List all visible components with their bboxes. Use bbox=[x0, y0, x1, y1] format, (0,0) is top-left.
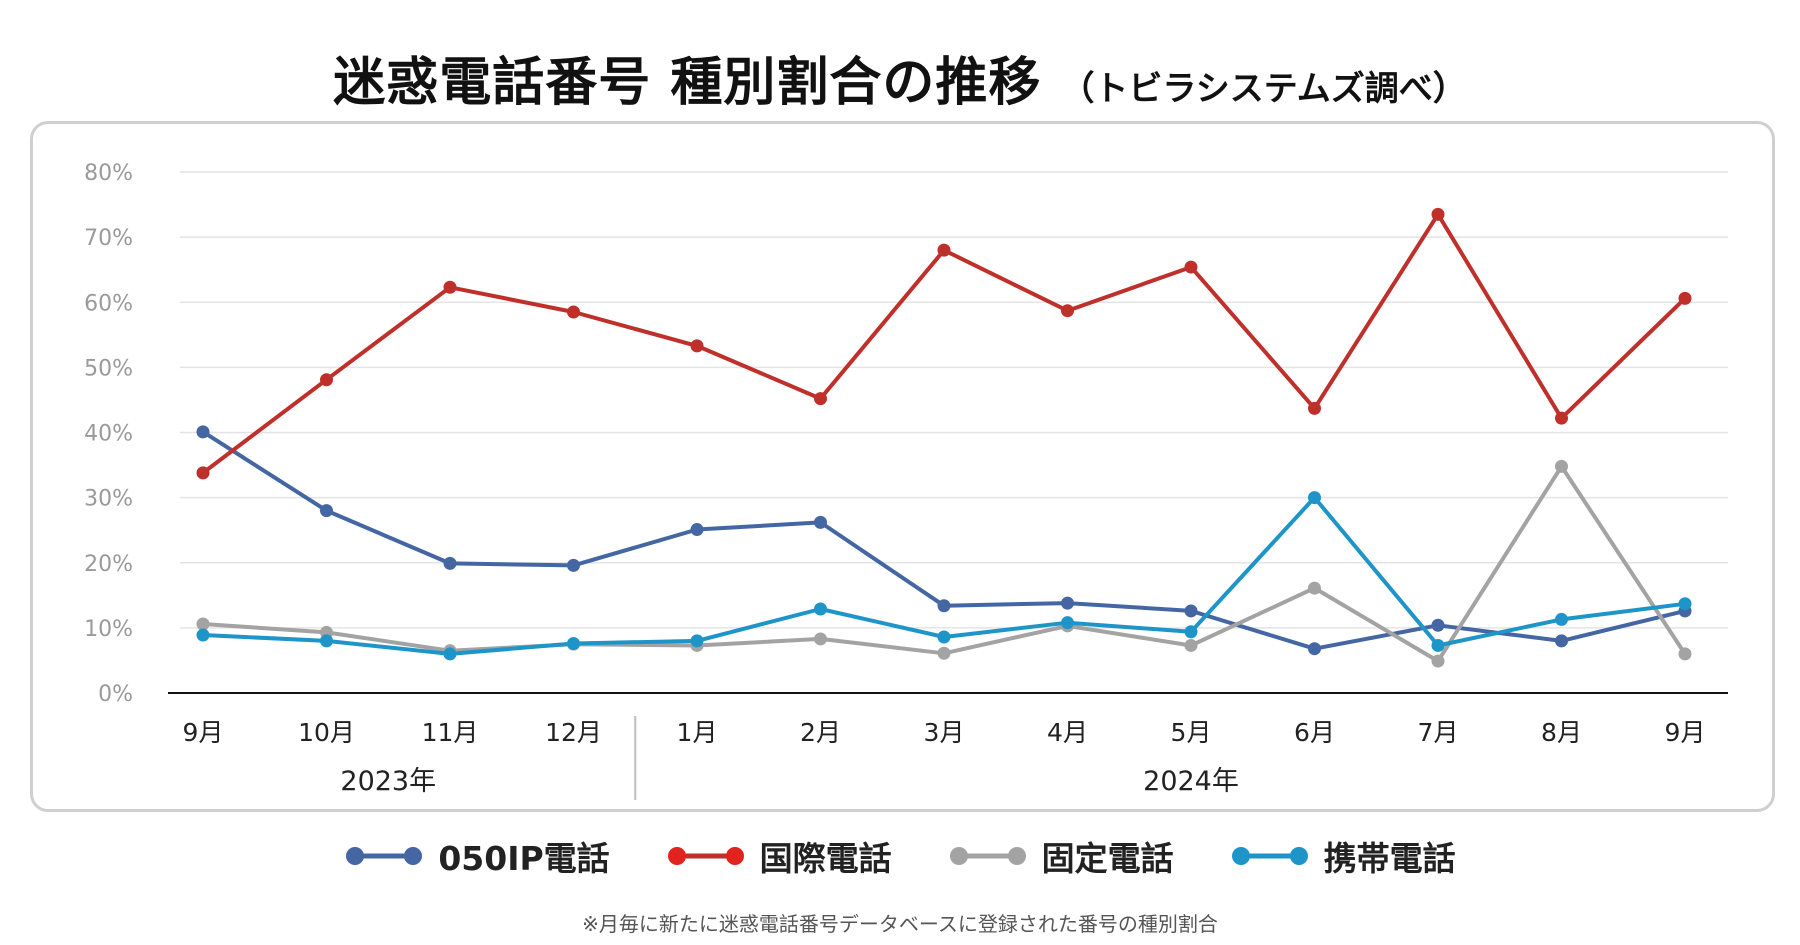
data-point-mobile bbox=[567, 637, 580, 651]
data-point-international bbox=[814, 392, 827, 406]
y-tick-label: 0% bbox=[98, 682, 133, 707]
y-tick-label: 20% bbox=[84, 552, 133, 577]
x-tick-label: 7月 bbox=[1418, 718, 1459, 747]
data-point-international bbox=[690, 339, 704, 353]
year-group-label: 2023年 bbox=[340, 766, 436, 797]
legend-label-landline: 固定電話 bbox=[1041, 839, 1174, 878]
legend-swatch-international-icon bbox=[667, 847, 744, 865]
x-tick-label: 3月 bbox=[924, 718, 965, 747]
x-tick-label: 12月 bbox=[545, 718, 602, 747]
x-tick-label: 4月 bbox=[1047, 718, 1088, 747]
x-tick-label: 6月 bbox=[1294, 718, 1335, 747]
legend-item-mobile: 携帯電話 bbox=[1230, 832, 1456, 880]
y-tick-label: 30% bbox=[84, 487, 133, 512]
year-group-label: 2024年 bbox=[1143, 766, 1239, 797]
x-tick-label: 9月 bbox=[1665, 718, 1706, 747]
x-tick-label: 11月 bbox=[422, 718, 479, 747]
data-point-050ip bbox=[567, 558, 580, 572]
data-point-mobile bbox=[1678, 597, 1692, 611]
data-point-050ip bbox=[320, 504, 333, 518]
data-point-mobile bbox=[690, 634, 704, 648]
data-point-mobile bbox=[443, 647, 457, 661]
data-point-landline bbox=[937, 646, 951, 660]
data-point-050ip bbox=[690, 523, 704, 537]
x-tick-label: 10月 bbox=[298, 718, 355, 747]
data-point-landline bbox=[814, 632, 827, 646]
legend-item-landline: 固定電話 bbox=[948, 832, 1174, 880]
chart-title-source: （トビラシステムズ調べ） bbox=[1060, 69, 1467, 109]
x-tick-label: 5月 bbox=[1171, 718, 1212, 747]
data-point-landline bbox=[1678, 647, 1692, 661]
data-point-landline bbox=[1184, 638, 1198, 652]
data-point-mobile bbox=[937, 630, 951, 644]
x-tick-label: 1月 bbox=[677, 718, 718, 747]
data-point-international bbox=[443, 280, 457, 294]
y-tick-label: 80% bbox=[84, 161, 133, 186]
data-point-050ip bbox=[1555, 634, 1568, 648]
y-tick-label: 40% bbox=[84, 422, 133, 447]
series-line-mobile bbox=[201, 495, 1687, 656]
legend-label-050ip: 050IP電話 bbox=[438, 839, 610, 878]
data-point-international bbox=[1061, 304, 1074, 318]
data-point-mobile bbox=[1184, 625, 1198, 639]
data-point-international bbox=[937, 243, 951, 257]
data-point-050ip bbox=[1184, 604, 1198, 618]
data-point-mobile bbox=[1555, 612, 1568, 626]
chart-panel bbox=[30, 121, 1775, 812]
y-tick-label: 10% bbox=[84, 617, 133, 642]
data-point-050ip bbox=[1431, 618, 1445, 632]
data-point-mobile bbox=[814, 602, 827, 616]
data-point-mobile bbox=[1061, 616, 1074, 630]
x-tick-label: 8月 bbox=[1541, 718, 1582, 747]
data-point-mobile bbox=[320, 634, 333, 648]
data-point-050ip bbox=[1308, 642, 1321, 656]
chart-title: 迷惑電話番号 種別割合の推移 （トビラシステムズ調べ） bbox=[0, 40, 1800, 115]
data-point-mobile bbox=[1431, 638, 1445, 652]
data-point-international bbox=[320, 373, 333, 387]
data-point-050ip bbox=[443, 556, 457, 570]
data-point-050ip bbox=[1061, 596, 1074, 610]
data-point-mobile bbox=[1308, 491, 1321, 505]
data-point-international bbox=[567, 305, 580, 319]
y-tick-label: 50% bbox=[84, 356, 133, 381]
legend: 050IP電話 国際電話 固定電話 携帯電話 bbox=[0, 832, 1800, 880]
data-point-international bbox=[1555, 411, 1568, 425]
data-point-international bbox=[1308, 401, 1321, 415]
data-point-international bbox=[1678, 291, 1692, 305]
x-tick-label: 2月 bbox=[800, 718, 841, 747]
data-point-mobile bbox=[196, 628, 210, 642]
data-point-050ip bbox=[196, 425, 210, 439]
series-line-050ip bbox=[201, 429, 1687, 651]
data-point-landline bbox=[1308, 581, 1321, 595]
data-point-international bbox=[1184, 260, 1198, 274]
legend-swatch-050ip-icon bbox=[346, 847, 423, 865]
y-tick-label: 70% bbox=[84, 226, 133, 251]
data-point-landline bbox=[1555, 459, 1568, 473]
data-point-050ip bbox=[937, 599, 951, 613]
footnote: ※月毎に新たに迷惑電話番号データベースに登録された番号の種別割合 bbox=[582, 912, 1218, 936]
y-tick-label: 60% bbox=[84, 291, 133, 316]
data-point-landline bbox=[1431, 654, 1445, 668]
legend-label-mobile: 携帯電話 bbox=[1323, 839, 1456, 878]
legend-label-international: 国際電話 bbox=[759, 839, 892, 878]
data-point-landline bbox=[196, 617, 210, 631]
legend-item-international: 国際電話 bbox=[666, 832, 892, 880]
x-tick-label: 9月 bbox=[183, 718, 224, 747]
legend-item-050ip: 050IP電話 bbox=[344, 832, 610, 880]
data-point-international bbox=[196, 466, 210, 480]
data-point-050ip bbox=[814, 515, 827, 529]
legend-swatch-landline-icon bbox=[949, 847, 1026, 865]
legend-swatch-mobile-icon bbox=[1231, 847, 1308, 865]
chart-title-main: 迷惑電話番号 種別割合の推移 bbox=[333, 53, 1042, 113]
data-point-international bbox=[1431, 207, 1445, 221]
